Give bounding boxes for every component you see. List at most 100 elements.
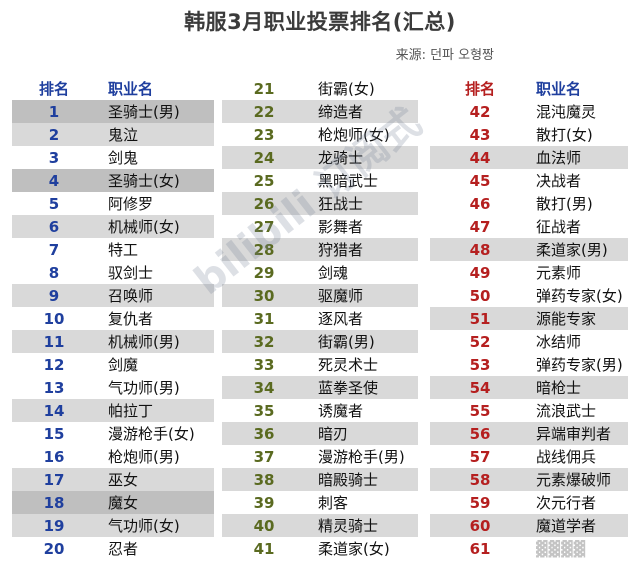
job-name-cell: 缔造者 [318, 103, 364, 121]
job-name-cell: 机械师(女) [108, 218, 180, 236]
table-row: 43 散打(女) [430, 123, 628, 146]
table-row: 24 龙骑士 [222, 146, 418, 169]
rank-cell: 13 [43, 378, 65, 397]
rank-cell: 17 [43, 470, 65, 489]
table-row: 28 狩猎者 [222, 238, 418, 261]
job-name-cell: 忍者 [108, 540, 139, 558]
rank-cell: 52 [469, 332, 491, 351]
ranking-column-1: 排名 职业名 1 圣骑士(男) 2 鬼泣 3 剑鬼 4 圣骑士(女) 5 阿修罗 6 机械师(女) 7 特… [12, 77, 214, 560]
job-name-cell: 血法师 [536, 149, 582, 167]
table-row: 58 元素爆破师 [430, 468, 628, 491]
rank-cell: 59 [469, 493, 491, 512]
table-row: 29 剑魂 [222, 261, 418, 284]
job-name-cell: 元素爆破师 [536, 471, 612, 489]
job-name-cell: 帕拉丁 [108, 402, 154, 420]
table-row: 19 气功师(女) [12, 514, 214, 537]
job-name-cell: 剑魔 [108, 356, 139, 374]
table-row: 57 战线佣兵 [430, 445, 628, 468]
table-row: 44 血法师 [430, 146, 628, 169]
rank-cell: 39 [253, 493, 275, 512]
job-name-cell: 暗刃 [318, 425, 349, 443]
table-row: 33 死灵术士 [222, 353, 418, 376]
rank-cell: 6 [48, 217, 60, 236]
rank-cell: 12 [43, 355, 65, 374]
rank-cell: 57 [469, 447, 491, 466]
table-row: 16 枪炮师(男) [12, 445, 214, 468]
source-line: 来源: 던파 오형짱 [396, 44, 494, 63]
job-name-cell: 巫女 [108, 471, 139, 489]
job-name-cell: 逐风者 [318, 310, 364, 328]
table-row: 50 弹药专家(女) [430, 284, 628, 307]
rank-cell: 49 [469, 263, 491, 282]
table-row: 2 鬼泣 [12, 123, 214, 146]
table-row: 60 魔道学者 [430, 514, 628, 537]
rank-cell: 56 [469, 424, 491, 443]
job-header: 职业名 [536, 80, 582, 98]
ranking-column-2: 21 街霸(女) 22 缔造者 23 枪炮师(女) 24 龙骑士 25 黑暗武士 26 狂战士 27 影舞… [222, 77, 418, 560]
table-row: 47 征战者 [430, 215, 628, 238]
table-row: 46 散打(男) [430, 192, 628, 215]
job-name-cell: 精灵骑士 [318, 517, 379, 535]
job-name-cell: 驭剑士 [108, 264, 154, 282]
table-row: 34 蓝拳圣使 [222, 376, 418, 399]
rank-cell: 41 [253, 539, 275, 558]
table-row: 1 圣骑士(男) [12, 100, 214, 123]
rank-cell: 14 [43, 401, 65, 420]
rank-cell: 58 [469, 470, 491, 489]
job-name-cell: 征战者 [536, 218, 582, 236]
job-name-cell: 弹药专家(男) [536, 356, 623, 374]
rank-cell: 32 [253, 332, 275, 351]
job-name-cell: 死灵术士 [318, 356, 379, 374]
rank-cell: 25 [253, 171, 275, 190]
rank-cell: 19 [43, 516, 65, 535]
job-name-cell: 柔道家(女) [318, 540, 390, 558]
table-row: 38 暗殿骑士 [222, 468, 418, 491]
job-name-cell: 散打(男) [536, 195, 593, 213]
job-name-cell: 战线佣兵 [536, 448, 597, 466]
rank-cell: 10 [43, 309, 65, 328]
job-name-cell: ▓▓▓▓ [536, 539, 587, 558]
rank-cell: 51 [469, 309, 491, 328]
job-name-cell: 召唤师 [108, 287, 154, 305]
table-row: 5 阿修罗 [12, 192, 214, 215]
rank-cell: 36 [253, 424, 275, 443]
table-row: 15 漫游枪手(女) [12, 422, 214, 445]
rank-cell: 20 [43, 539, 65, 558]
rank-cell: 44 [469, 148, 491, 167]
rank-cell: 48 [469, 240, 491, 259]
column-header: 排名 职业名 [430, 77, 628, 100]
table-row: 39 刺客 [222, 491, 418, 514]
table-row: 36 暗刃 [222, 422, 418, 445]
job-header: 职业名 [108, 80, 154, 98]
job-name-cell: 驱魔师 [318, 287, 364, 305]
job-name-cell: 特工 [108, 241, 139, 259]
table-row: 59 次元行者 [430, 491, 628, 514]
job-name-cell: 决战者 [536, 172, 582, 190]
table-row: 10 复仇者 [12, 307, 214, 330]
table-row: 31 逐风者 [222, 307, 418, 330]
rank-cell: 7 [48, 240, 60, 259]
rank-cell: 33 [253, 355, 275, 374]
job-name-cell: 流浪武士 [536, 402, 597, 420]
job-name-cell: 暗殿骑士 [318, 471, 379, 489]
table-row: 7 特工 [12, 238, 214, 261]
table-row: 26 狂战士 [222, 192, 418, 215]
job-name-cell: 刺客 [318, 494, 349, 512]
rank-cell: 3 [48, 148, 60, 167]
job-name-cell: 弹药专家(女) [536, 287, 623, 305]
table-row: 27 影舞者 [222, 215, 418, 238]
job-name-cell: 枪炮师(男) [108, 448, 180, 466]
rank-cell: 4 [48, 171, 60, 190]
rank-cell: 53 [469, 355, 491, 374]
job-name-cell: 黑暗武士 [318, 172, 379, 190]
table-row: 37 漫游枪手(男) [222, 445, 418, 468]
job-name-cell: 漫游枪手(女) [108, 425, 195, 443]
rank-cell: 29 [253, 263, 275, 282]
table-row: 11 机械师(男) [12, 330, 214, 353]
job-name-cell: 剑鬼 [108, 149, 139, 167]
rank-cell: 15 [43, 424, 65, 443]
job-name-cell: 蓝拳圣使 [318, 379, 379, 397]
rank-cell: 21 [253, 79, 275, 98]
job-name-cell: 元素师 [536, 264, 582, 282]
rank-cell: 1 [48, 102, 60, 121]
